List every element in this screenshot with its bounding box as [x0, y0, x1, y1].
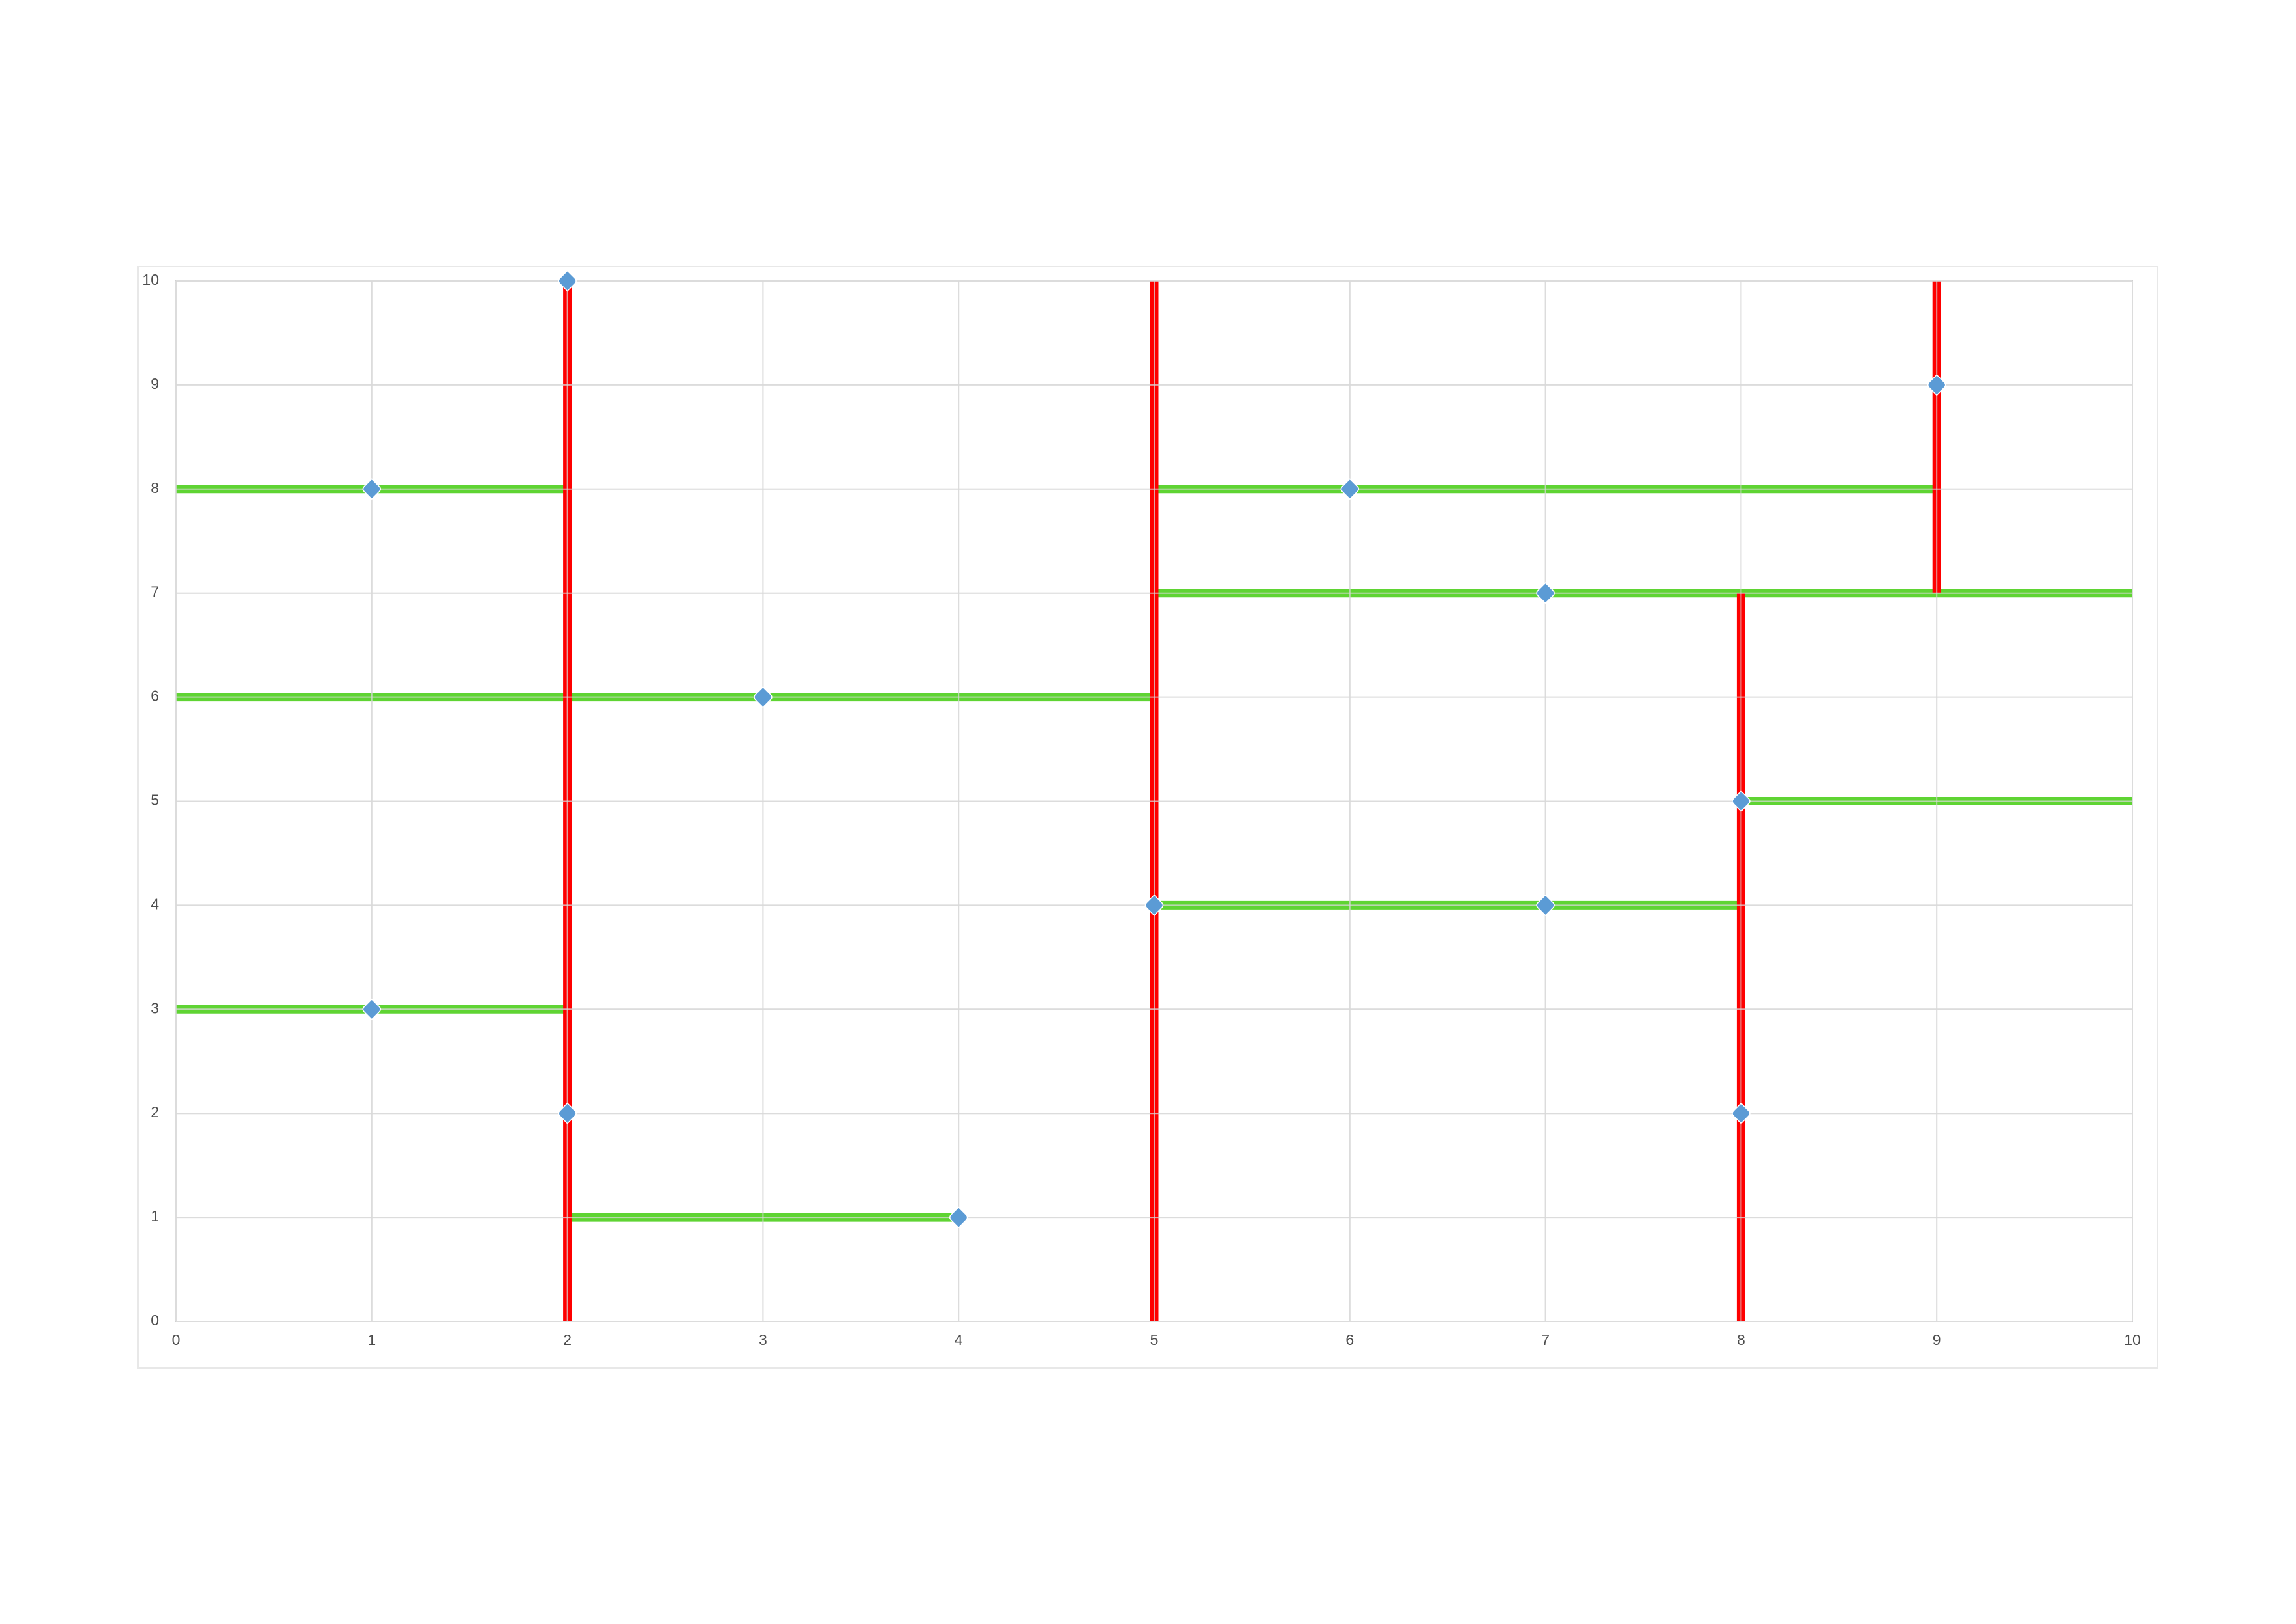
svg-text:8: 8	[1737, 1331, 1745, 1348]
svg-text:9: 9	[1933, 1331, 1941, 1348]
svg-text:10: 10	[2124, 1331, 2141, 1348]
svg-text:2: 2	[151, 1103, 159, 1120]
svg-text:7: 7	[151, 583, 159, 600]
svg-text:7: 7	[1541, 1331, 1550, 1348]
svg-text:5: 5	[1150, 1331, 1159, 1348]
svg-text:4: 4	[151, 895, 159, 912]
svg-text:3: 3	[759, 1331, 767, 1348]
svg-text:0: 0	[151, 1312, 159, 1329]
svg-text:8: 8	[151, 479, 159, 496]
svg-text:6: 6	[151, 688, 159, 705]
svg-text:2: 2	[563, 1331, 572, 1348]
svg-text:0: 0	[172, 1331, 181, 1348]
svg-text:6: 6	[1345, 1331, 1354, 1348]
svg-text:4: 4	[955, 1331, 963, 1348]
svg-text:3: 3	[151, 999, 159, 1016]
svg-text:5: 5	[151, 792, 159, 809]
svg-text:9: 9	[151, 375, 159, 392]
svg-text:1: 1	[151, 1208, 159, 1225]
svg-text:10: 10	[142, 271, 159, 288]
svg-text:1: 1	[367, 1331, 376, 1348]
